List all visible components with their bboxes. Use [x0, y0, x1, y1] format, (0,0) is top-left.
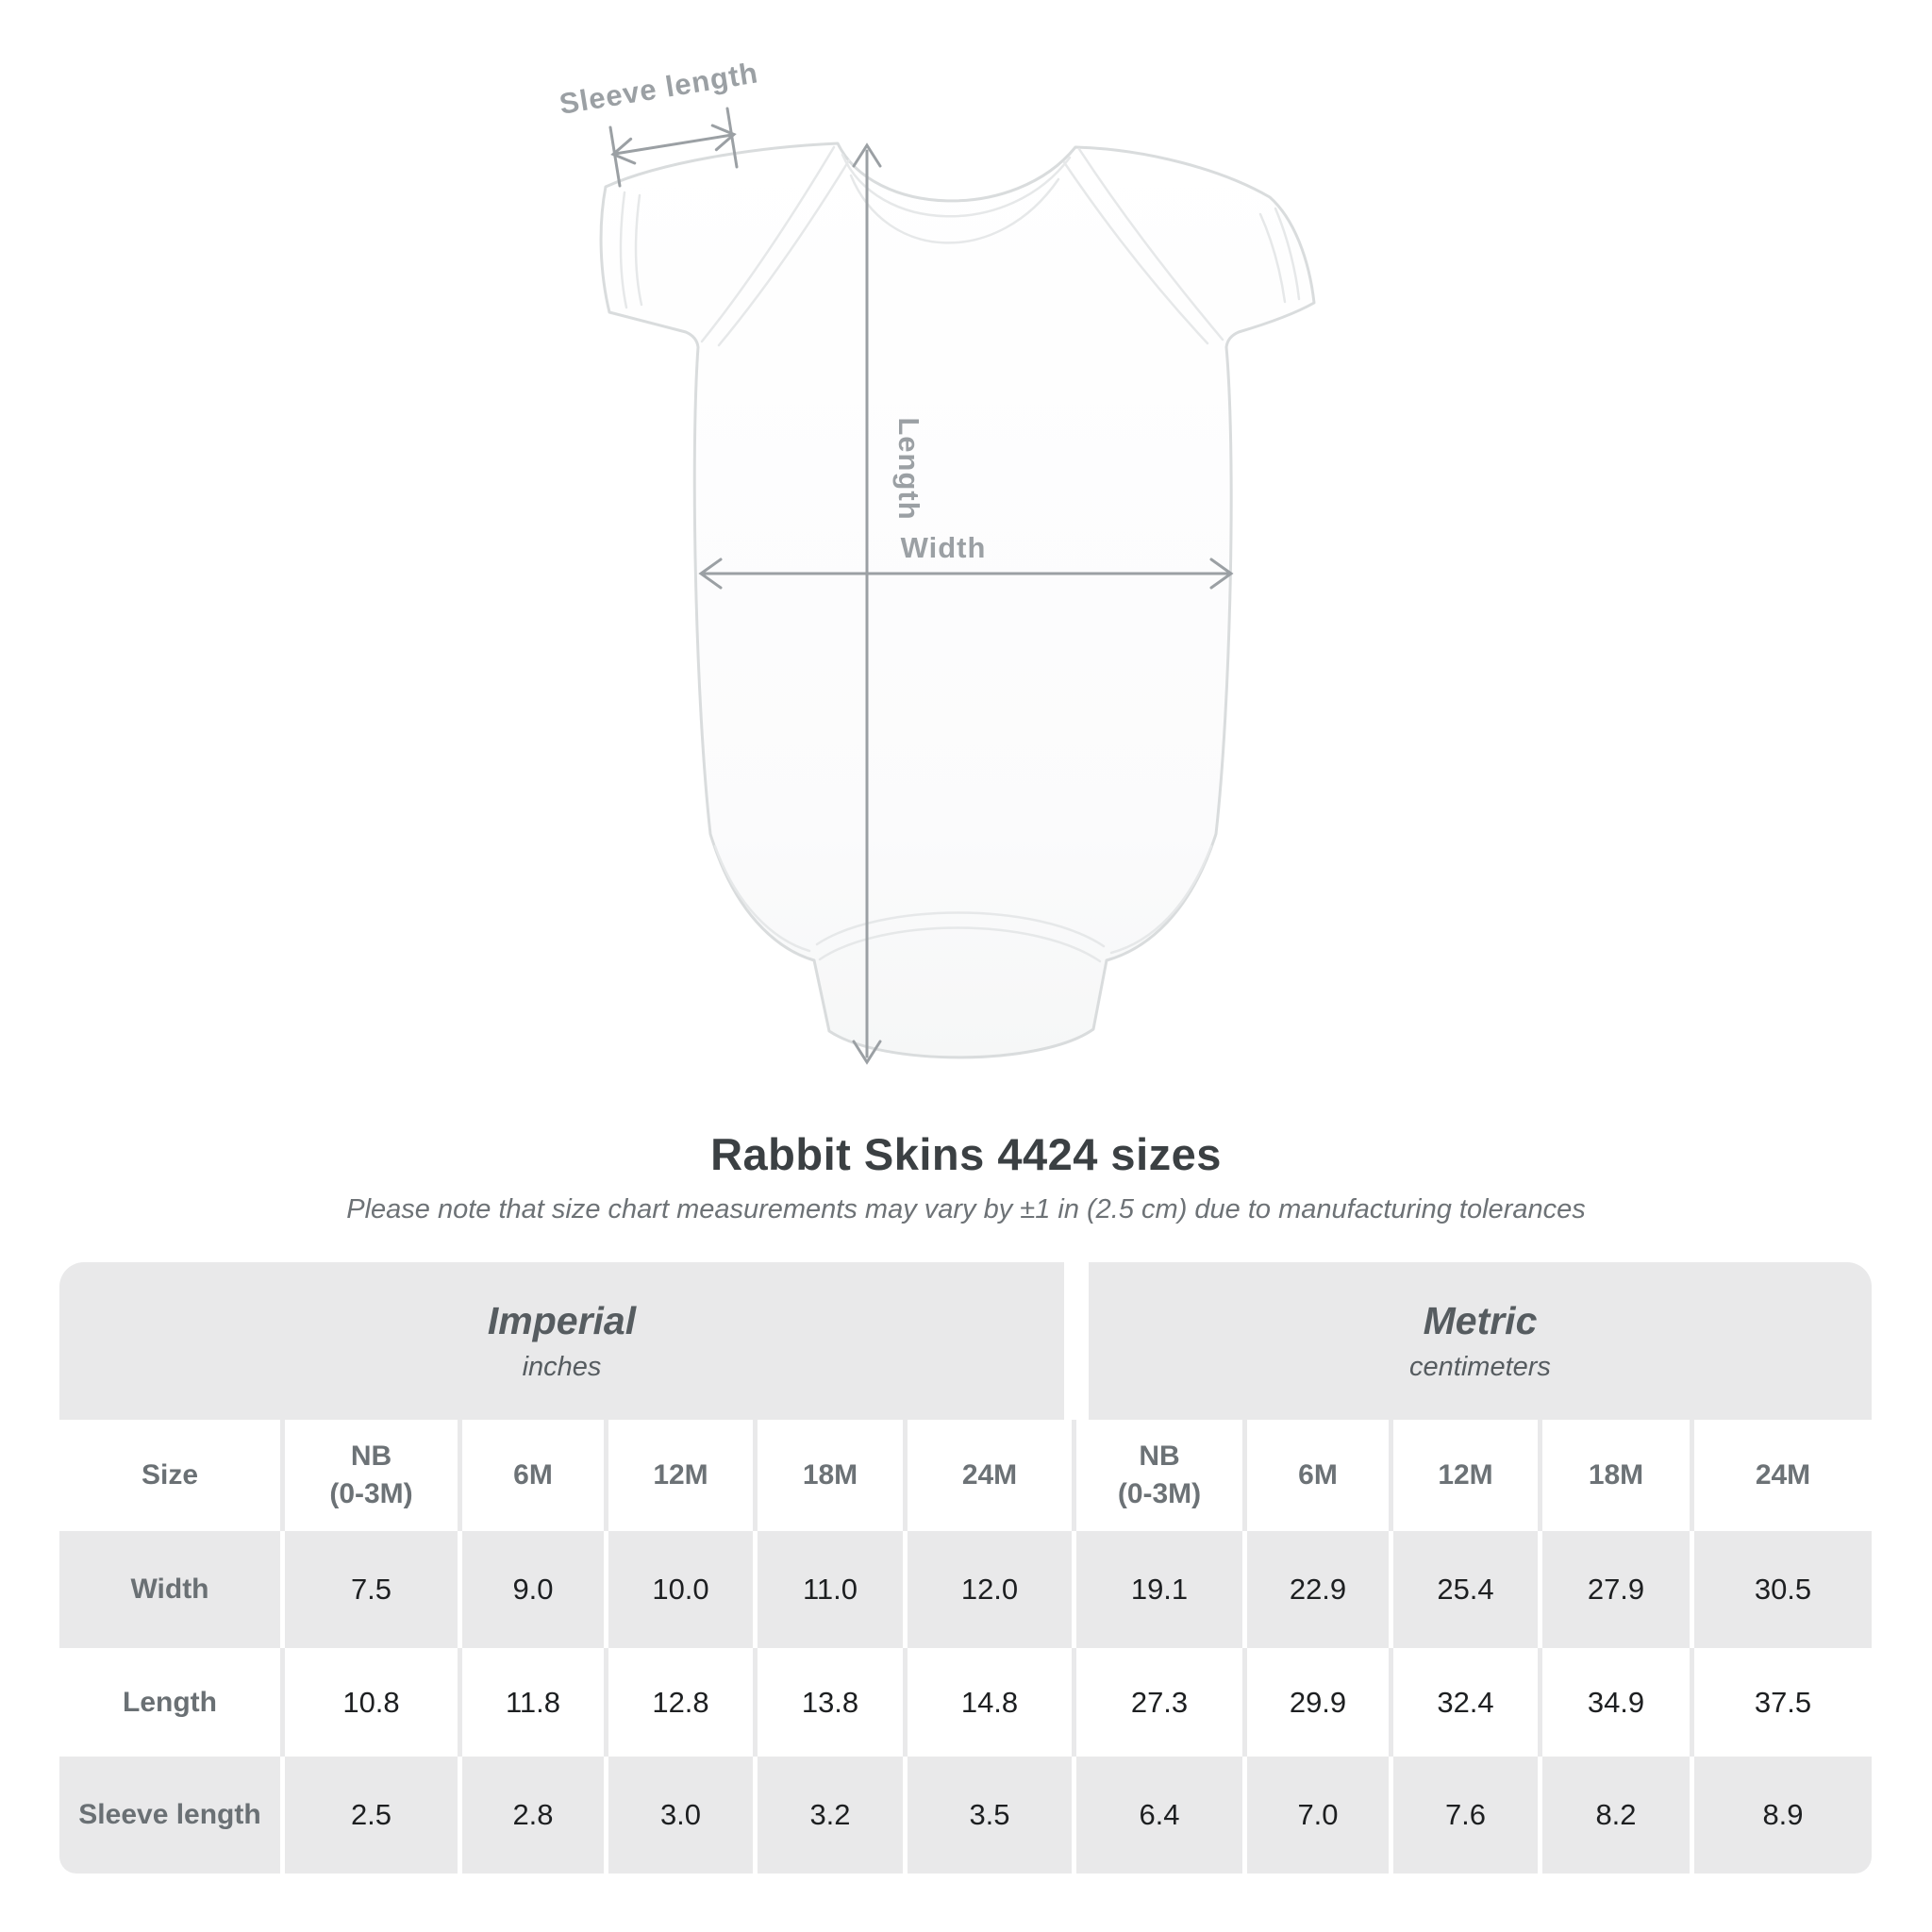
row-label: Length	[59, 1648, 285, 1757]
onesie-outline	[599, 142, 1316, 1059]
sleeve-length-arrow	[608, 107, 739, 188]
table-cell: 19.1	[1076, 1531, 1247, 1648]
column-header: 12M	[1393, 1420, 1542, 1531]
page-title: Rabbit Skins 4424 sizes	[710, 1129, 1222, 1179]
table-cell: 3.5	[908, 1757, 1076, 1874]
column-header: 18M	[1542, 1420, 1694, 1531]
length-arrow	[852, 142, 882, 1065]
metric-label: Metric	[1423, 1299, 1538, 1342]
length-row: Length 10.8 11.8 12.8 13.8 14.8 27.3 29.…	[59, 1648, 1872, 1757]
table-cell: 34.9	[1542, 1648, 1694, 1757]
table-cell: 37.5	[1694, 1648, 1872, 1757]
row-label: Sleeve length	[59, 1757, 285, 1874]
table-cell: 2.5	[285, 1757, 462, 1874]
table-cell: 13.8	[758, 1648, 908, 1757]
table-cell: 10.8	[285, 1648, 462, 1757]
width-row: Width 7.5 9.0 10.0 11.0 12.0 19.1 22.9 2…	[59, 1531, 1872, 1648]
table-cell: 8.2	[1542, 1757, 1694, 1874]
section-header-row: Imperial inches Metric centimeters	[59, 1262, 1872, 1420]
imperial-section-header: Imperial inches	[59, 1262, 1064, 1420]
width-label: Width	[901, 531, 987, 564]
tolerance-note: Please note that size chart measurements…	[346, 1194, 1586, 1224]
column-header: 24M	[908, 1420, 1076, 1531]
metric-section-header: Metric centimeters	[1089, 1262, 1872, 1420]
table-cell: 11.0	[758, 1531, 908, 1648]
column-header: 12M	[608, 1420, 758, 1531]
length-label: Length	[892, 417, 925, 520]
table-cell: 11.8	[462, 1648, 608, 1757]
table-cell: 12.0	[908, 1531, 1076, 1648]
size-row-label: Size	[59, 1420, 285, 1531]
column-header: 6M	[462, 1420, 608, 1531]
size-table: Imperial inches Metric centimeters Size …	[59, 1262, 1872, 1874]
table-cell: 32.4	[1393, 1648, 1542, 1757]
table-cell: 2.8	[462, 1757, 608, 1874]
table-cell: 7.0	[1247, 1757, 1393, 1874]
column-header-row: Size NB (0-3M) 6M 12M 18M 24M NB (0-3M) …	[59, 1420, 1872, 1531]
table-cell: 27.9	[1542, 1531, 1694, 1648]
table-cell: 3.0	[608, 1757, 758, 1874]
column-header: NB (0-3M)	[285, 1420, 462, 1531]
table-cell: 27.3	[1076, 1648, 1247, 1757]
table-cell: 30.5	[1694, 1531, 1872, 1648]
row-label: Width	[59, 1531, 285, 1648]
onesie-seams	[619, 145, 1301, 963]
table-cell: 10.0	[608, 1531, 758, 1648]
table-cell: 3.2	[758, 1757, 908, 1874]
imperial-unit: inches	[522, 1352, 602, 1382]
column-header: NB (0-3M)	[1076, 1420, 1247, 1531]
table-cell: 6.4	[1076, 1757, 1247, 1874]
width-arrow	[698, 558, 1234, 590]
sleeve-length-label: Sleeve length	[557, 56, 760, 121]
table-cell: 8.9	[1694, 1757, 1872, 1874]
table-cell: 7.5	[285, 1531, 462, 1648]
column-header: 24M	[1694, 1420, 1872, 1531]
onesie-illustration	[599, 142, 1316, 1059]
table-cell: 29.9	[1247, 1648, 1393, 1757]
bodysuit-diagram: Sleeve length Length Width	[557, 56, 1316, 1065]
table-cell: 14.8	[908, 1648, 1076, 1757]
table-cell: 12.8	[608, 1648, 758, 1757]
metric-unit: centimeters	[1409, 1352, 1551, 1382]
sleeve-length-row: Sleeve length 2.5 2.8 3.0 3.2 3.5 6.4 7.…	[59, 1757, 1872, 1874]
table-cell: 25.4	[1393, 1531, 1542, 1648]
column-header: 6M	[1247, 1420, 1393, 1531]
table-cell: 7.6	[1393, 1757, 1542, 1874]
table-cell: 9.0	[462, 1531, 608, 1648]
imperial-label: Imperial	[487, 1299, 637, 1342]
table-cell: 22.9	[1247, 1531, 1393, 1648]
column-header: 18M	[758, 1420, 908, 1531]
